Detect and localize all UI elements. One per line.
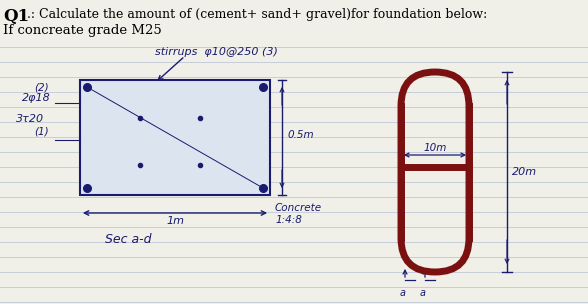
Bar (80, 80, 270, 195)
Text: Q1: Q1 (3, 8, 29, 25)
Text: Sec a-d: Sec a-d (105, 233, 152, 246)
Text: 2φ18: 2φ18 (22, 93, 51, 103)
Text: 20m: 20m (512, 167, 537, 177)
Text: (1): (1) (34, 127, 49, 137)
Text: If concreate grade M25: If concreate grade M25 (3, 24, 162, 37)
Text: a: a (420, 288, 426, 298)
Text: .: Calculate the amount of (cement+ sand+ gravel)for foundation below:: .: Calculate the amount of (cement+ sand… (27, 8, 487, 21)
Text: Concrete
1:4:8: Concrete 1:4:8 (275, 203, 322, 225)
Text: 10m: 10m (423, 143, 447, 153)
Text: stirrups  φ10@250 (3): stirrups φ10@250 (3) (155, 47, 278, 57)
Text: 3τ20: 3τ20 (16, 114, 44, 124)
Text: a: a (400, 288, 406, 298)
Text: 0.5m: 0.5m (287, 130, 313, 140)
Text: 1m: 1m (166, 216, 184, 226)
Text: (2): (2) (34, 82, 49, 92)
